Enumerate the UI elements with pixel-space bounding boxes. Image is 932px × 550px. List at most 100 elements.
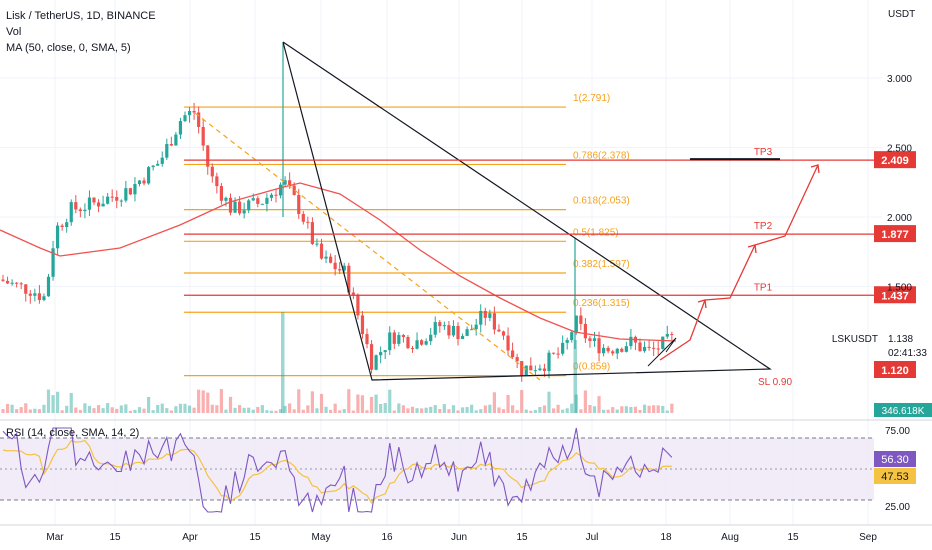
volume-bar <box>574 394 578 413</box>
candle-body <box>142 180 146 184</box>
volume-bar <box>501 409 506 413</box>
candle-body <box>538 368 542 371</box>
volume-bars <box>1 312 674 413</box>
candle-body <box>652 347 656 349</box>
price-tick: 3.000 <box>887 74 912 85</box>
volume-bar <box>642 404 647 413</box>
volume-bar <box>447 409 451 413</box>
volume-indicator-label[interactable]: Vol <box>6 26 22 38</box>
candle-body <box>401 335 405 337</box>
volume-bar <box>174 406 178 413</box>
candle-body <box>656 348 660 350</box>
volume-bar <box>37 409 41 413</box>
candle-body <box>210 166 214 177</box>
rsi-ma-line <box>2 439 672 504</box>
symbol-title[interactable]: Lisk / TetherUS, 1D, BINANCE <box>6 10 156 22</box>
candle-body <box>329 256 333 263</box>
volume-bar <box>178 403 183 413</box>
volume-bar <box>247 407 251 413</box>
candle-body <box>583 323 587 339</box>
ma-indicator-label[interactable]: MA (50, close, 0, SMA, 5) <box>6 42 131 54</box>
candle-body <box>124 188 128 201</box>
price-tag <box>874 225 916 243</box>
price-tag-text: 1.437 <box>881 290 909 302</box>
volume-bar <box>74 407 78 413</box>
volume-bar <box>611 407 615 413</box>
volume-bar <box>60 410 64 413</box>
candle-body <box>24 284 28 294</box>
rsi-indicator-label[interactable]: RSI (14, close, SMA, 14, 2) <box>6 427 140 439</box>
volume-bar <box>142 408 146 413</box>
volume-bar <box>133 409 137 413</box>
candle-body <box>551 352 556 354</box>
volume-bar <box>1 409 5 413</box>
volume-bar <box>265 410 269 413</box>
volume-bar <box>65 405 69 413</box>
candle-body <box>256 198 260 204</box>
candle-body <box>442 325 446 327</box>
rsi-ma-text: 47.53 <box>881 471 909 483</box>
fib-label: 1(2.791) <box>573 93 610 104</box>
volume-bar <box>242 407 246 413</box>
candle-body <box>492 313 496 330</box>
volume-bar <box>392 410 396 413</box>
candle-body <box>602 347 606 354</box>
volume-bar <box>128 410 132 413</box>
candle-body <box>201 126 205 146</box>
volume-bar <box>301 409 305 413</box>
volume-bar <box>119 405 123 413</box>
candle-body <box>433 322 437 335</box>
candle-body <box>74 202 78 210</box>
candle-body <box>178 121 183 135</box>
candle-body <box>515 357 519 362</box>
candle-body <box>556 353 560 355</box>
volume-bar <box>333 403 337 413</box>
volume-bar <box>492 392 496 413</box>
candle-body <box>451 325 456 336</box>
sl-price-tag-text: 1.120 <box>881 365 909 377</box>
candle-body <box>28 293 32 296</box>
volume-bar <box>87 405 92 413</box>
candle-body <box>192 110 196 113</box>
volume-bar <box>324 406 328 413</box>
volume-bar <box>219 389 223 413</box>
candle-body <box>274 194 278 196</box>
volume-bar <box>451 405 456 413</box>
volume-bar <box>360 395 365 413</box>
candle-body <box>33 293 37 296</box>
time-tick: Mar <box>46 532 64 543</box>
volume-bar <box>638 410 642 413</box>
candle-body <box>119 200 123 202</box>
time-axis[interactable]: Mar 15 Apr 15 May 16 Jun 15 Jul 18 Aug 15 Sep <box>0 524 932 543</box>
volume-bar <box>151 410 155 413</box>
candle-body <box>160 157 164 164</box>
candle-body <box>342 265 346 271</box>
candle-body <box>429 334 433 342</box>
candle-body <box>388 332 392 351</box>
volume-bar <box>156 404 160 413</box>
volume-tag <box>874 403 932 417</box>
volume-bar <box>665 410 669 413</box>
volume-bar <box>606 409 610 413</box>
volume-bar <box>33 408 37 413</box>
volume-bar <box>415 408 419 413</box>
projection-arrow-1 <box>659 299 706 361</box>
volume-bar <box>281 312 285 413</box>
volume-bar <box>565 408 569 413</box>
price-axis[interactable]: 2.409 1.877 1.437 3.000 2.500 2.000 1.500 LSKUS… <box>832 74 932 513</box>
volume-bar <box>183 403 187 413</box>
volume-bar <box>274 410 278 413</box>
candle-body <box>197 112 201 127</box>
candle-body <box>351 292 355 295</box>
candle-body <box>151 165 155 168</box>
target-label: TP3 <box>754 147 773 158</box>
candle-body <box>561 342 565 354</box>
volume-bar <box>570 403 574 413</box>
volume-bar <box>115 408 119 413</box>
rsi-pane <box>0 427 874 513</box>
rsi-ma-tag <box>874 468 916 484</box>
ma-50-line <box>0 182 677 342</box>
arrow-head <box>747 244 757 254</box>
candle-body <box>83 209 87 212</box>
